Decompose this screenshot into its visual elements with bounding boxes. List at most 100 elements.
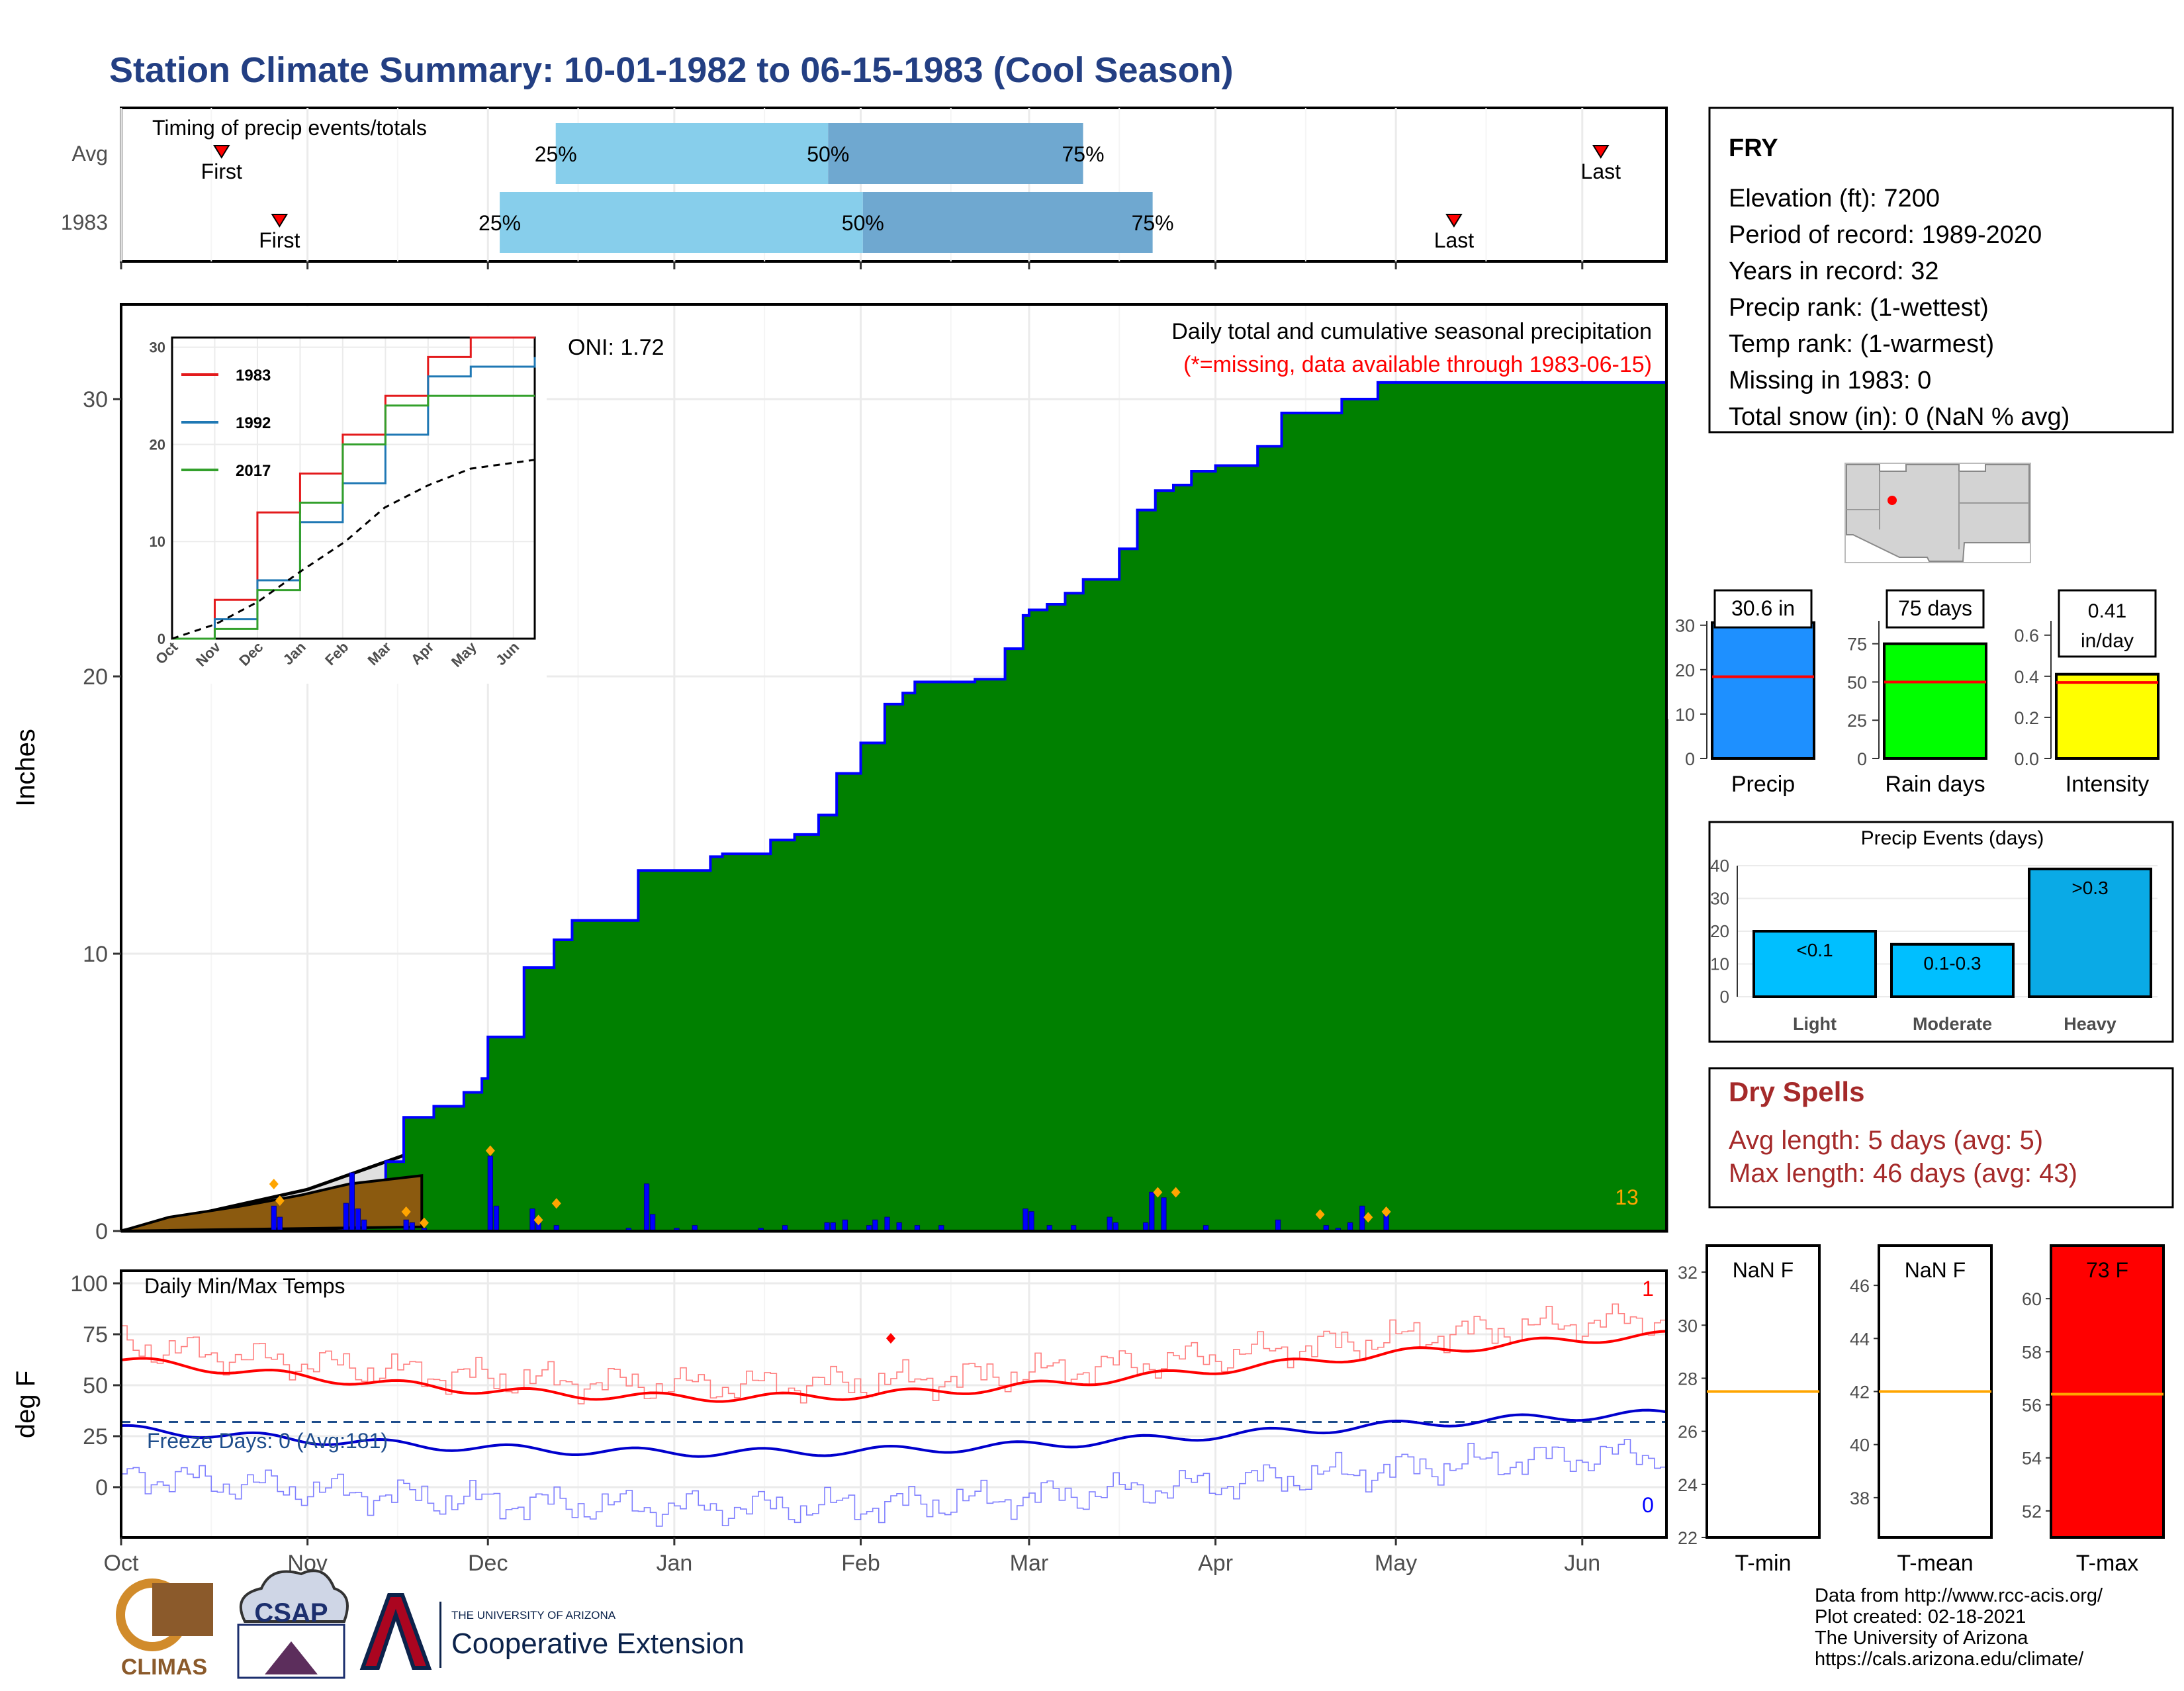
month-label: Dec	[468, 1551, 508, 1576]
temp-y-tick-label: 75	[83, 1322, 108, 1348]
daily-precip-bar	[1359, 1205, 1365, 1232]
timing-label-50: 50%	[807, 142, 849, 166]
inset-frame	[171, 336, 536, 640]
credit-line: The University of Arizona	[1815, 1627, 2028, 1649]
tmax-y-tick-label: 54	[2022, 1449, 2042, 1469]
events-category-label: Heavy	[2064, 1014, 2116, 1034]
location-map	[1844, 463, 2031, 563]
temp-gridlines	[120, 1271, 1666, 1537]
timing-label-75: 75%	[1132, 211, 1174, 235]
tmin-y-tick-label: 30	[1678, 1316, 1698, 1336]
precip-events-chart: Precip Events (days) 010203040<0.1Light0…	[1708, 821, 2174, 1043]
timing-first-label: First	[201, 160, 242, 183]
month-label: Oct	[104, 1551, 139, 1576]
timing-first-marker	[212, 145, 230, 159]
timing-bar-25-50	[500, 192, 863, 253]
precip-summary-y-tick-label: 10	[1675, 705, 1695, 725]
month-label: May	[1375, 1551, 1417, 1576]
daily-precip-bar	[343, 1203, 349, 1232]
timing-label-50: 50%	[842, 211, 884, 235]
missing-note: (*=missing, data available through 1983-…	[1183, 352, 1652, 377]
events-bar-moderate	[1890, 942, 2015, 999]
month-label: Mar	[1010, 1551, 1049, 1576]
heavy-event-marker	[401, 1206, 411, 1217]
avg-min-line	[120, 1408, 1667, 1458]
freeze-days-label: Freeze Days: 0 (Avg:181)	[147, 1429, 388, 1453]
precip-subtitle: Daily total and cumulative seasonal prec…	[1171, 319, 1652, 344]
tmean-y-tick-label: 38	[1850, 1488, 1870, 1508]
raindays-summary-y-tick-label: 0	[1857, 749, 1867, 769]
intensity-summary-y-tick-label: 0.4	[2014, 667, 2039, 687]
tmax-bar	[2050, 1244, 2165, 1539]
events-bar-label: 0.1-0.3	[1923, 953, 1981, 974]
temperature-panel: 0 25 50 75 100 deg F Daily Min/Max Temps Fre…	[11, 1269, 1668, 1539]
intensity-summary-value-box	[2058, 589, 2157, 658]
events-y-tick-label: 30	[1710, 889, 1729, 909]
tmax-y-tick-label: 56	[2022, 1396, 2042, 1416]
tmean-y-tick-label: 40	[1850, 1436, 1870, 1455]
station-detail-line: Missing in 1983: 0	[1729, 367, 1931, 394]
map-borders	[1846, 471, 2029, 549]
raindays-summary-value-label: 75 days	[1898, 596, 1972, 620]
timing-last-marker	[1445, 214, 1463, 228]
climas-text: CLIMAS	[121, 1655, 207, 1680]
timing-row-label-1983: 1983	[61, 210, 108, 234]
ua-divider	[439, 1602, 441, 1668]
map-region	[1846, 464, 2030, 562]
tmin-label: T-min	[1735, 1551, 1792, 1576]
credits: Data from http://www.rcc-acis.org/Plot c…	[1815, 1585, 2103, 1670]
temp-y-tick-label: 50	[83, 1373, 108, 1398]
station-location-dot	[1888, 496, 1897, 505]
temp-y-tick-label: 100	[70, 1271, 108, 1297]
intensity-summary-value-label: 0.41	[2088, 600, 2126, 622]
tmean-value-label: NaN F	[1905, 1258, 1966, 1282]
daily-precip-bar	[1275, 1219, 1281, 1232]
ua-a-mark	[359, 1593, 432, 1670]
tmin-y-tick-label: 22	[1678, 1528, 1698, 1548]
station-info-box: FRY Elevation (ft): 7200 Period of record…	[1708, 107, 2174, 434]
temp-y-tick-label: 25	[83, 1424, 108, 1449]
tmin-y-tick-label: 32	[1678, 1263, 1698, 1283]
raindays-summary-label: Rain days	[1885, 772, 1985, 797]
station-detail-line: Elevation (ft): 7200	[1729, 185, 1940, 212]
dry-spells-box: Dry Spells Avg length: 5 days (avg: 5) M…	[1708, 1067, 2174, 1209]
daily-precip-bar	[271, 1205, 277, 1232]
daily-precip-bar	[349, 1172, 355, 1232]
timing-row-label-avg: Avg	[71, 142, 108, 165]
station-detail-line: Temp rank: (1-warmest)	[1729, 330, 1994, 358]
daily-precip-bar	[650, 1214, 656, 1232]
ua-small-text: THE UNIVERSITY OF ARIZONA	[451, 1609, 616, 1622]
timing-bar-50-75	[828, 123, 1083, 184]
tmean-y-tick-label: 42	[1850, 1383, 1870, 1402]
inset-y-tick-label: 0	[158, 631, 165, 647]
station-detail-line: Total snow (in): 0 (NaN % avg)	[1729, 403, 2070, 431]
timing-bars	[500, 123, 1153, 253]
heavy-event-marker	[419, 1217, 429, 1228]
csap-text: CSAP	[254, 1598, 328, 1627]
timing-last-marker	[1592, 145, 1610, 159]
heavy-event-marker	[269, 1178, 279, 1189]
dry-max-length: Max length: 46 days (avg: 43)	[1729, 1159, 2077, 1188]
inset-legend-label: 2017	[236, 462, 271, 480]
temp-lines	[120, 1303, 1667, 1527]
timing-heading: Timing of precip events/totals	[152, 116, 427, 140]
inset-y-tick-label: 20	[150, 436, 165, 453]
intensity-summary-y-tick-label: 0.6	[2014, 626, 2039, 646]
heavy-event-marker	[1315, 1209, 1325, 1220]
precip-summary-y-tick-label: 0	[1685, 749, 1695, 769]
tmean-y-tick-label: 44	[1850, 1329, 1870, 1349]
tmean-y-tick-label: 46	[1850, 1276, 1870, 1296]
inset-legend-label: 1992	[236, 414, 271, 432]
inset-y-tick-label: 30	[150, 340, 165, 356]
heavy-event-marker	[533, 1214, 543, 1226]
daily-precip-bar	[1107, 1216, 1113, 1232]
ua-big-text: Cooperative Extension	[451, 1627, 745, 1660]
precip-y-tick-label: 0	[95, 1219, 108, 1244]
tmax-y-tick-label: 60	[2022, 1289, 2042, 1309]
precip-y-tick-label: 10	[83, 942, 108, 967]
intensity-summary-value-unit: in/day	[2081, 630, 2134, 652]
inset-average-line	[171, 459, 535, 640]
daily-precip-bar	[872, 1219, 878, 1232]
